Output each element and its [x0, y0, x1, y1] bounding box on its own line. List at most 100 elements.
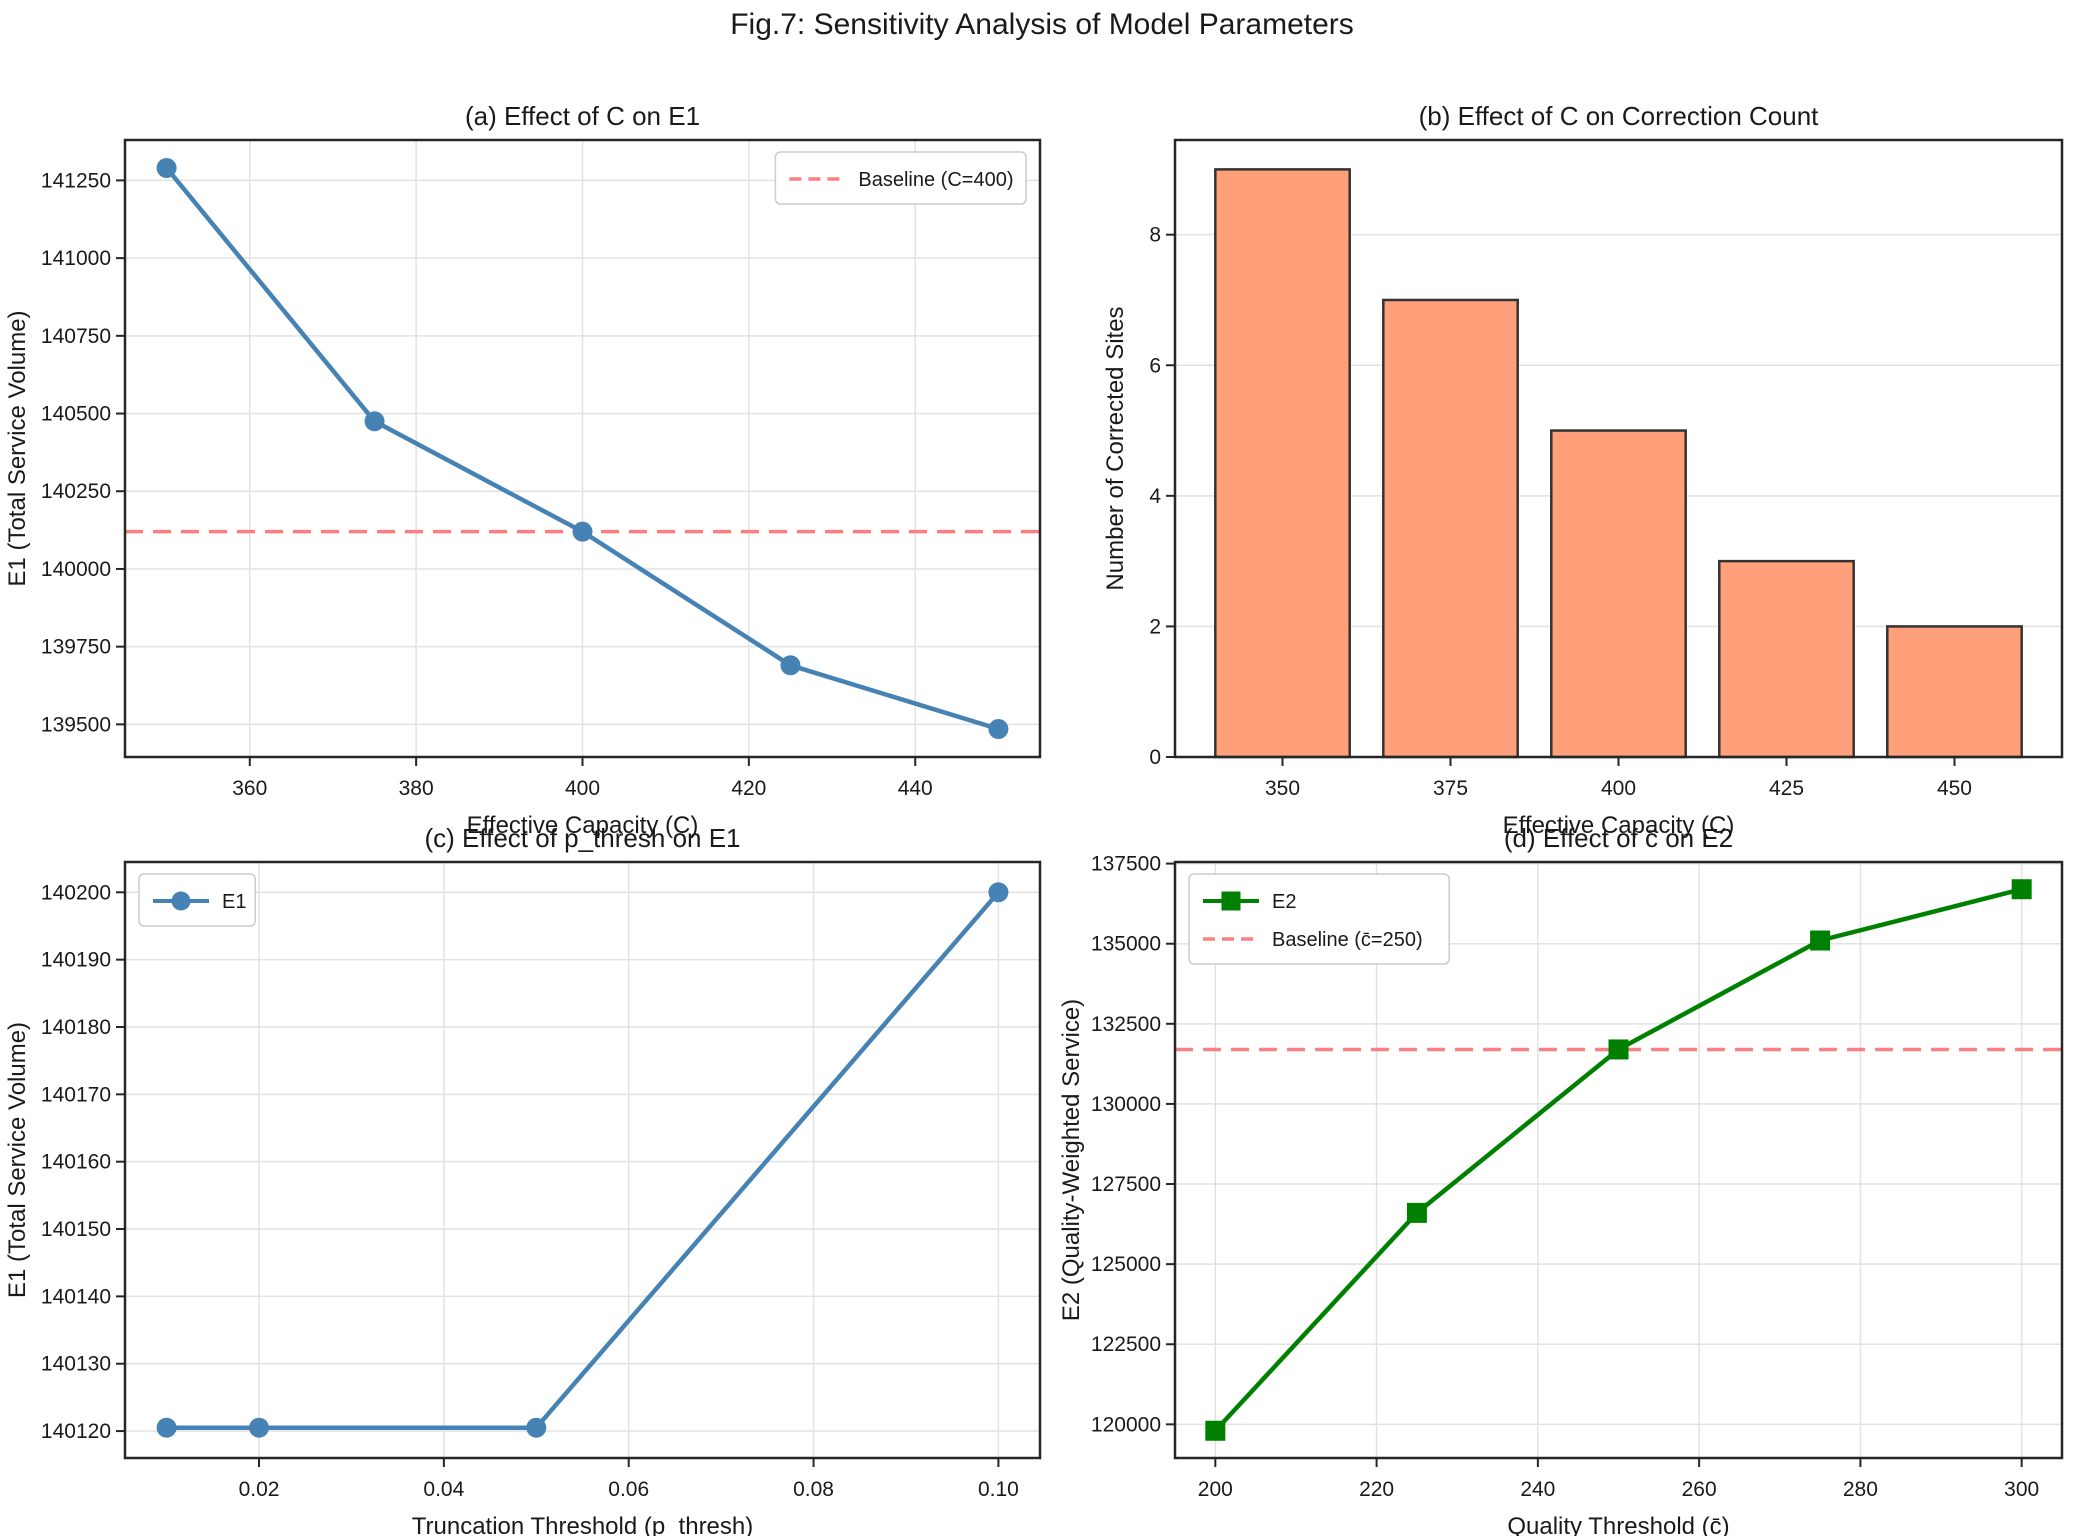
chart-d: 200 220 240 260 280 300 120000 122500 125000 1275…	[1058, 823, 2064, 1536]
y-tick-label: 120000	[1091, 1413, 1161, 1436]
y-tick-label: 6	[1149, 354, 1161, 377]
y-tick-label: 140150	[41, 1218, 111, 1241]
y-tick-label: 139500	[41, 713, 111, 736]
chart-b-bar	[1718, 559, 1855, 759]
x-tick-label: 350	[1265, 777, 1300, 800]
legend-marker-swatch	[1221, 891, 1241, 911]
y-tick-label: 140000	[41, 558, 111, 581]
chart-a-data-point	[988, 719, 1009, 740]
x-tick-label: 300	[2004, 1478, 2039, 1501]
chart-b-bar	[1550, 429, 1687, 759]
y-tick-label: 132500	[1091, 1013, 1161, 1036]
chart-a-title: (a) Effect of C on E1	[465, 101, 700, 131]
x-tick-label: 220	[1359, 1478, 1394, 1501]
legend-entry-label: E2	[1272, 891, 1296, 913]
chart-b-bar	[1214, 168, 1351, 759]
chart-a-data-point	[156, 157, 177, 178]
figure-title: Fig.7: Sensitivity Analysis of Model Par…	[730, 8, 1354, 41]
x-tick-label: 375	[1433, 777, 1468, 800]
chart-b-ylabel: Number of Corrected Sites	[1102, 306, 1129, 590]
chart-c-data-point	[156, 1417, 177, 1438]
y-tick-label: 141000	[41, 247, 111, 270]
y-tick-label: 130000	[1091, 1093, 1161, 1116]
chart-d-data-point	[2011, 879, 2032, 900]
y-tick-label: 0	[1149, 746, 1161, 769]
plot-background	[125, 862, 1040, 1458]
y-tick-label: 140200	[41, 881, 111, 904]
chart-b-xlabel: Effective Capacity (C)	[1503, 812, 1735, 839]
chart-c-series-line	[164, 890, 1001, 1430]
x-tick-label: 440	[898, 777, 933, 800]
x-tick-label: 200	[1198, 1478, 1233, 1501]
chart-d-legend	[1188, 873, 1450, 965]
chart-c-data-point	[526, 1417, 547, 1438]
plot-spines	[1173, 860, 2064, 1460]
y-tick-label: 140750	[41, 325, 111, 348]
chart-a-data-point	[364, 411, 385, 432]
y-tick-label: 140500	[41, 403, 111, 426]
y-tick-label: 140140	[41, 1285, 111, 1308]
y-tick-label: 140160	[41, 1151, 111, 1174]
chart-c-data-point	[988, 882, 1009, 903]
x-tick-label: 0.10	[978, 1478, 1019, 1501]
x-tick-label: 380	[399, 777, 434, 800]
y-tick-label: 140130	[41, 1353, 111, 1376]
y-tick-label: 140120	[41, 1420, 111, 1443]
y-tick-label: 140170	[41, 1083, 111, 1106]
legend-marker-swatch	[171, 891, 191, 911]
chart-d-data-point	[1810, 930, 1831, 951]
x-tick-label: 0.08	[793, 1478, 834, 1501]
x-tick-label: 0.02	[239, 1478, 280, 1501]
x-tick-label: 400	[1601, 777, 1636, 800]
chart-c-xlabel: Truncation Threshold (p_thresh)	[412, 1513, 754, 1536]
x-tick-label: 0.06	[608, 1478, 649, 1501]
chart-a-data-point	[572, 521, 593, 542]
plot-spines	[123, 860, 1042, 1460]
chart-d-xlabel: Quality Threshold (c̄)	[1507, 1513, 1729, 1536]
y-tick-label: 135000	[1091, 933, 1161, 956]
x-tick-label: 425	[1769, 777, 1804, 800]
x-tick-label: 0.04	[423, 1478, 464, 1501]
x-tick-label: 400	[565, 777, 600, 800]
y-tick-label: 141250	[41, 169, 111, 192]
y-tick-label: 139750	[41, 636, 111, 659]
chart-b-bar	[1382, 298, 1519, 759]
chart-b-title: (b) Effect of C on Correction Count	[1419, 101, 1820, 131]
chart-a: 360 380 400 420 440 139500 139750 140000 140250 1…	[4, 101, 1042, 839]
chart-d-data-point	[1608, 1039, 1629, 1060]
chart-c-ylabel: E1 (Total Service Volume)	[4, 1022, 31, 1298]
legend-entry-label: E1	[222, 891, 246, 913]
y-tick-label: 127500	[1091, 1173, 1161, 1196]
y-tick-label: 8	[1149, 224, 1161, 247]
y-tick-label: 4	[1149, 485, 1161, 508]
chart-a-data-point	[780, 655, 801, 676]
chart-a-ylabel: E1 (Total Service Volume)	[4, 310, 31, 586]
y-tick-label: 125000	[1091, 1253, 1161, 1276]
chart-d-data-point	[1406, 1202, 1427, 1223]
legend-entry-label: Baseline (c̄=250)	[1272, 929, 1423, 951]
y-tick-label: 140190	[41, 949, 111, 972]
x-tick-label: 450	[1937, 777, 1972, 800]
x-tick-label: 260	[1682, 1478, 1717, 1501]
chart-d-data-point	[1205, 1420, 1226, 1441]
legend-entry-label: Baseline (C=400)	[858, 169, 1013, 191]
y-tick-label: 140180	[41, 1016, 111, 1039]
chart-a-legend	[774, 151, 1027, 205]
chart-d-ylabel: E2 (Quality-Weighted Service)	[1058, 999, 1085, 1321]
x-tick-label: 420	[731, 777, 766, 800]
chart-b-bar	[1886, 625, 2023, 759]
chart-c: 0.02 0.04 0.06 0.08 0.10 140120 140130 140140 14…	[4, 823, 1042, 1536]
y-tick-label: 2	[1149, 615, 1161, 638]
chart-c-data-point	[249, 1417, 270, 1438]
chart-d-title: (d) Effect of c̄ on E2	[1504, 823, 1733, 853]
y-tick-label: 122500	[1091, 1333, 1161, 1356]
y-tick-label: 140250	[41, 480, 111, 503]
x-tick-label: 240	[1520, 1478, 1555, 1501]
y-tick-label: 137500	[1091, 853, 1161, 876]
chart-b: 350 375 400 425 450 0 2 4 6 8 Effective Capacity (…	[1102, 101, 2064, 839]
x-tick-label: 360	[232, 777, 267, 800]
chart-a-xlabel: Effective Capacity (C)	[467, 812, 699, 839]
chart-c-title: (c) Effect of p_thresh on E1	[424, 823, 740, 853]
x-tick-label: 280	[1843, 1478, 1878, 1501]
